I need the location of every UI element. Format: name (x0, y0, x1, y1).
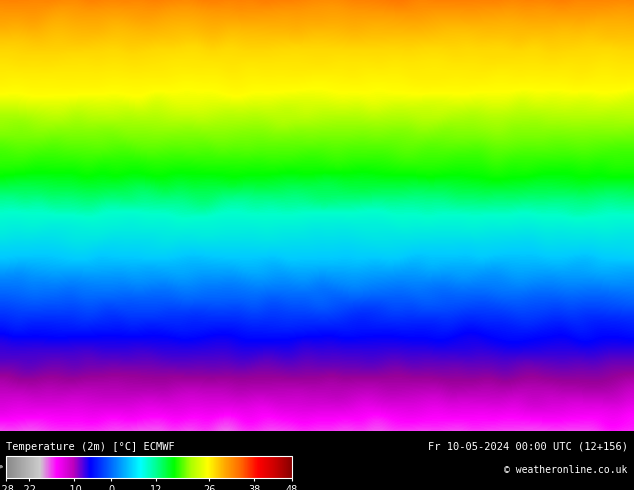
Text: © weatheronline.co.uk: © weatheronline.co.uk (504, 466, 628, 475)
Text: Fr 10-05-2024 00:00 UTC (12+156): Fr 10-05-2024 00:00 UTC (12+156) (428, 442, 628, 452)
Text: Temperature (2m) [°C] ECMWF: Temperature (2m) [°C] ECMWF (6, 442, 175, 452)
